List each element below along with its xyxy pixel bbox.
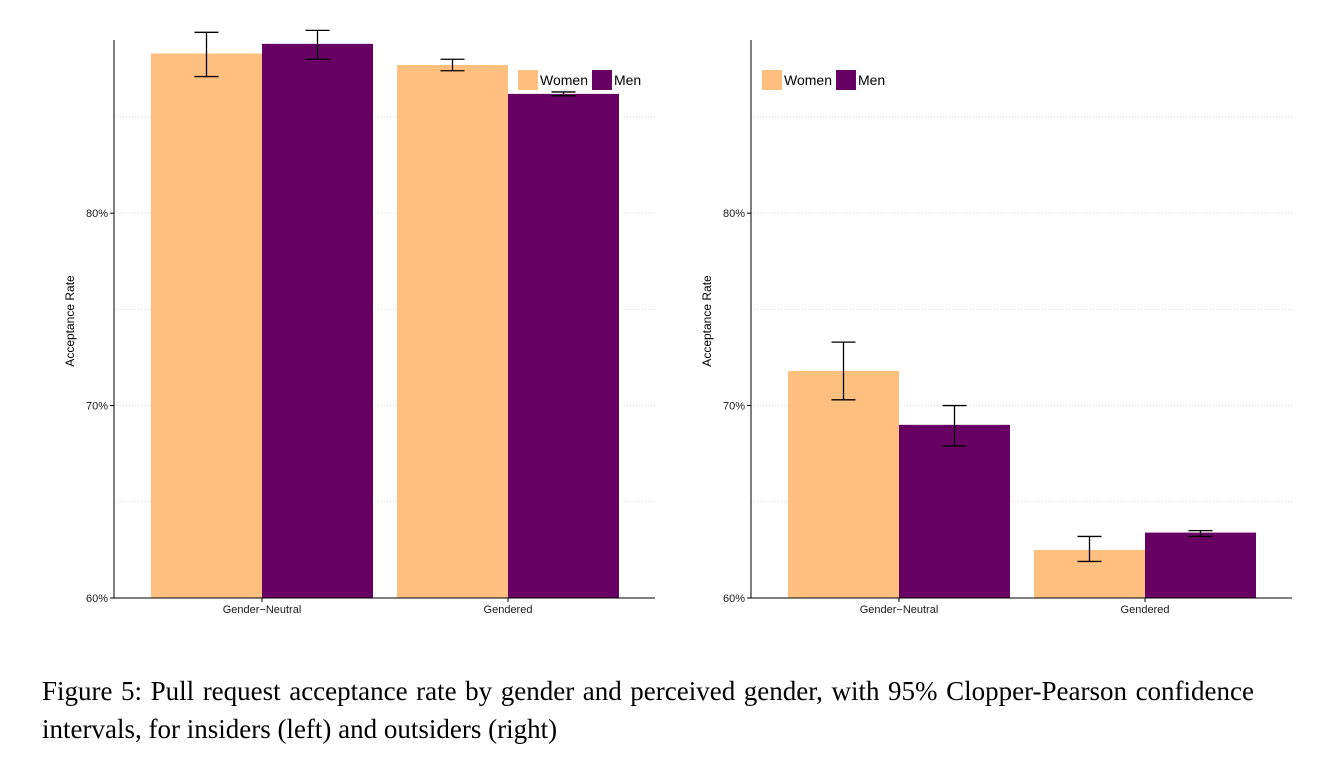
x-tick-label: Gender−Neutral <box>223 604 302 616</box>
error-bar <box>831 341 856 401</box>
error-bar <box>1077 535 1102 563</box>
bar-women-gender-neutral <box>151 53 262 598</box>
legend-swatch-women <box>518 70 538 90</box>
error-bar <box>1188 530 1213 538</box>
y-tick-label: 60% <box>723 593 745 605</box>
y-axis-title: Acceptance Rate <box>700 275 714 367</box>
figure-caption: Figure 5: Pull request acceptance rate b… <box>42 676 1254 744</box>
x-tick-label: Gendered <box>484 604 533 616</box>
bar-women-gender-neutral <box>788 370 899 598</box>
bar-men-gender-neutral <box>899 424 1010 598</box>
chart-panel-insiders: 60% 70% 80% Gender−Neutral Gendered Acceptanc… <box>63 29 655 616</box>
error-bar <box>440 58 465 72</box>
chart-panel-outsiders: 60% 70% 80% Gender−Neutral Gendered Acceptanc… <box>700 40 1292 616</box>
bar-men-gender-neutral <box>262 43 373 599</box>
legend-label-women: Women <box>784 72 832 88</box>
error-bar <box>942 404 967 447</box>
y-tick-label: 80% <box>723 208 745 220</box>
legend-label-men: Men <box>858 72 885 88</box>
y-tick-label: 70% <box>86 401 108 413</box>
legend: Women Men <box>518 70 641 90</box>
x-tick-label: Gender−Neutral <box>860 604 939 616</box>
legend-label-men: Men <box>614 72 641 88</box>
legend-swatch-men <box>591 70 612 90</box>
error-bar <box>305 29 330 60</box>
legend-swatch-men <box>835 70 856 90</box>
x-tick-label: Gendered <box>1121 604 1170 616</box>
error-bar <box>194 31 219 78</box>
bar-men-gendered <box>508 93 619 599</box>
legend-swatch-women <box>762 70 782 90</box>
y-tick-label: 60% <box>86 593 108 605</box>
bar-men-gendered <box>1145 532 1256 598</box>
y-axis-title: Acceptance Rate <box>63 275 77 367</box>
legend-label-women: Women <box>540 72 588 88</box>
error-bar <box>551 91 576 97</box>
bar-women-gendered <box>397 65 508 598</box>
y-tick-label: 80% <box>86 208 108 220</box>
legend: Women Men <box>762 70 885 90</box>
figure-charts: 60% 70% 80% Gender−Neutral Gendered Acceptanc… <box>63 29 1292 616</box>
y-tick-label: 70% <box>723 401 745 413</box>
